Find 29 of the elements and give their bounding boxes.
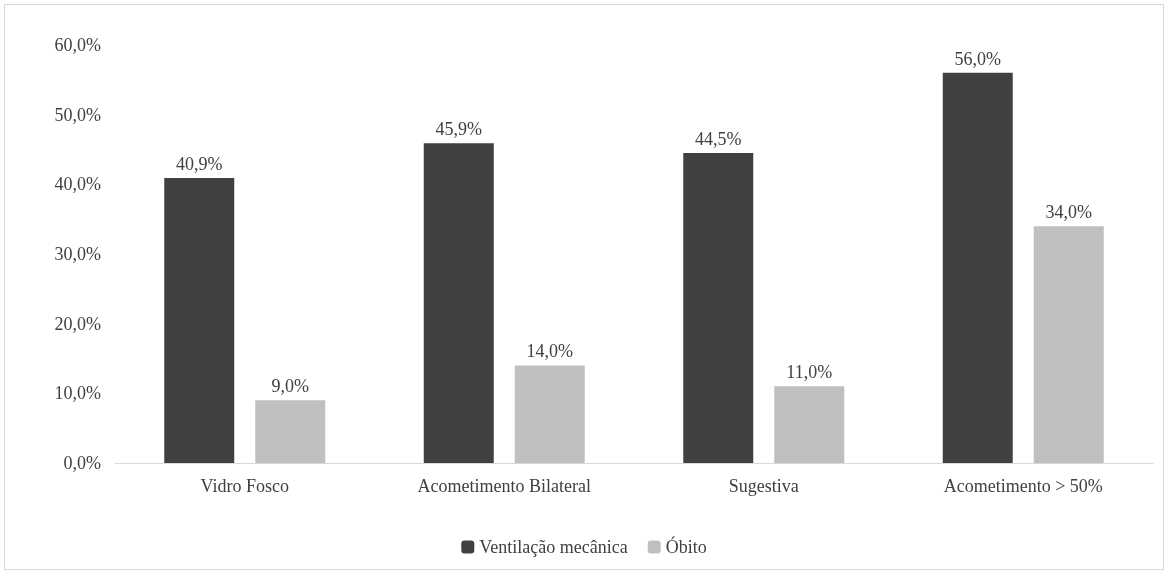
data-label: 14,0% — [526, 341, 573, 362]
bar — [683, 152, 754, 463]
y-tick-label: 60,0% — [54, 35, 101, 55]
data-label: 34,0% — [1045, 202, 1092, 223]
x-tick-label: Acometimento Bilateral — [417, 476, 591, 496]
bar — [255, 400, 326, 463]
x-tick-label: Acometimento > 50% — [943, 476, 1103, 496]
data-label: 56,0% — [954, 48, 1001, 69]
y-tick-label: 10,0% — [54, 383, 101, 404]
y-tick-label: 30,0% — [54, 244, 101, 264]
y-tick-label: 20,0% — [54, 313, 101, 334]
bar — [1033, 226, 1104, 463]
bar — [423, 143, 494, 463]
data-label: 40,9% — [176, 154, 223, 175]
bar — [164, 178, 235, 463]
y-tick-label: 50,0% — [54, 104, 101, 125]
y-tick-label: 40,0% — [54, 174, 101, 195]
legend-label: Ventilação mecânica — [479, 537, 628, 557]
data-label: 11,0% — [786, 362, 833, 383]
bar — [774, 386, 845, 463]
bar — [514, 365, 585, 463]
x-tick-label: Sugestiva — [728, 476, 799, 496]
data-label: 45,9% — [435, 119, 482, 140]
x-tick-label: Vidro Fosco — [200, 476, 289, 496]
data-label: 9,0% — [271, 376, 309, 397]
legend-label: Óbito — [665, 536, 707, 557]
data-label: 44,5% — [695, 128, 742, 149]
bar — [942, 72, 1013, 463]
y-tick-label: 0,0% — [63, 453, 101, 473]
